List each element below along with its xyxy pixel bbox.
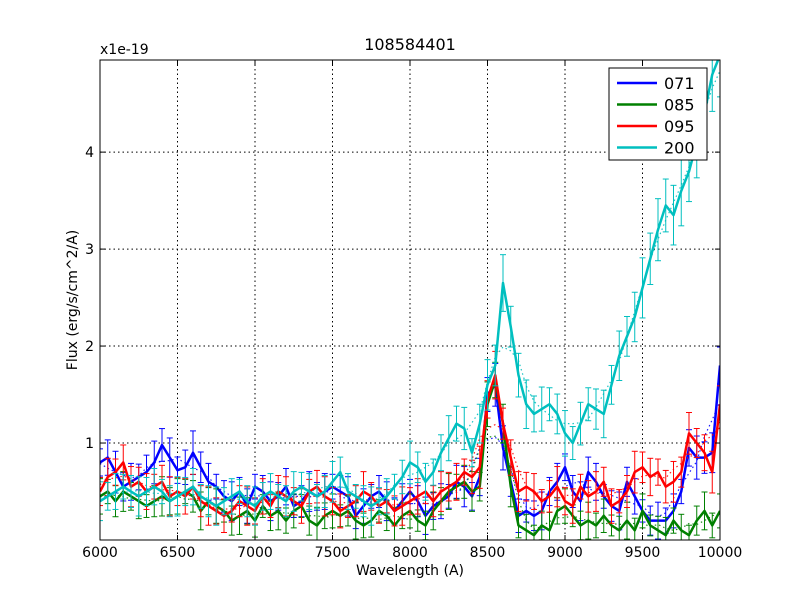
x-tick-label: 7500 <box>315 545 351 561</box>
x-tick-label: 9000 <box>547 545 583 561</box>
ticks: 6000 6500 7000 7500 8000 8500 9000 9500 10000 1 2 3… <box>82 60 742 561</box>
series-095 <box>100 350 720 533</box>
legend-label: 095 <box>664 117 695 136</box>
x-tick-label: 6000 <box>82 545 118 561</box>
x-tick-label: 10000 <box>698 545 743 561</box>
series-group <box>100 60 720 540</box>
y-axis-multiplier: x1e-19 <box>100 42 149 58</box>
x-tick-label: 8500 <box>470 545 506 561</box>
series-line <box>100 373 720 518</box>
y-tick-label: 2 <box>85 339 94 355</box>
y-tick-label: 1 <box>85 436 94 452</box>
y-tick-label: 3 <box>85 242 94 258</box>
series-line <box>100 60 720 508</box>
x-tick-label: 6500 <box>160 545 196 561</box>
legend-label: 071 <box>664 74 695 93</box>
x-axis-label: Wavelength (A) <box>356 563 464 579</box>
legend-label: 200 <box>664 139 695 158</box>
x-tick-label: 7000 <box>237 545 273 561</box>
y-axis-label: Flux (erg/s/cm^2/A) <box>65 230 81 370</box>
x-tick-label: 8000 <box>392 545 428 561</box>
series-200 <box>100 60 720 526</box>
x-tick-label: 9500 <box>625 545 661 561</box>
legend-label: 085 <box>664 96 695 115</box>
y-tick-label: 4 <box>85 145 94 161</box>
legend: 071 085 095 200 <box>608 67 708 161</box>
chart-title: 108584401 <box>364 35 456 54</box>
